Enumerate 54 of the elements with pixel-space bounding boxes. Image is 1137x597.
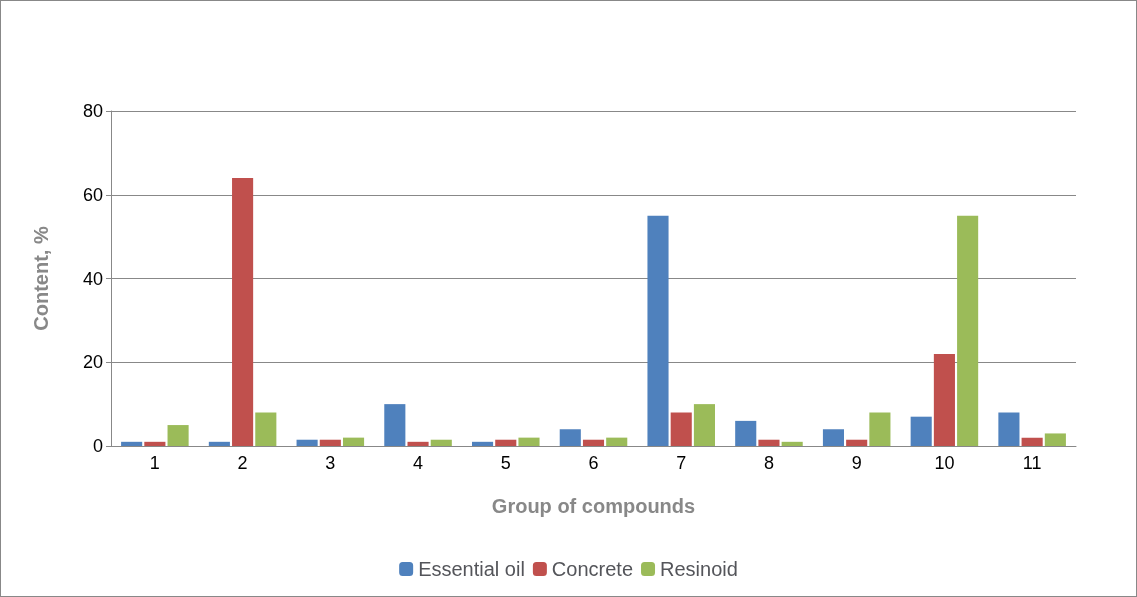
bar bbox=[296, 439, 318, 446]
bar bbox=[518, 437, 540, 446]
bar bbox=[647, 215, 669, 446]
bar bbox=[735, 420, 757, 446]
y-tick-label: 60 bbox=[82, 184, 103, 205]
bar bbox=[342, 437, 365, 446]
y-tick-label: 20 bbox=[82, 352, 103, 373]
bar bbox=[869, 412, 891, 446]
bar bbox=[1044, 433, 1066, 446]
bar bbox=[957, 215, 979, 446]
bar bbox=[472, 441, 494, 446]
x-tick-label: 5 bbox=[500, 453, 511, 473]
bar bbox=[384, 404, 406, 446]
bar bbox=[121, 441, 143, 446]
bar bbox=[232, 178, 254, 446]
bar bbox=[933, 353, 955, 446]
bar bbox=[910, 416, 932, 446]
y-tick-label: 80 bbox=[82, 101, 103, 121]
bar bbox=[758, 439, 780, 446]
bar bbox=[846, 439, 868, 446]
y-tick-label: 0 bbox=[92, 436, 103, 456]
bar bbox=[255, 412, 277, 446]
x-tick-label: 8 bbox=[763, 453, 774, 473]
bar bbox=[582, 439, 605, 446]
bar bbox=[407, 441, 429, 446]
bar bbox=[167, 425, 189, 446]
y-axis-title: Content, % bbox=[30, 226, 52, 331]
x-tick-label: 7 bbox=[676, 453, 687, 473]
x-tick-label: 9 bbox=[851, 453, 862, 473]
x-tick-label: 3 bbox=[325, 453, 336, 473]
bar bbox=[559, 429, 581, 446]
x-tick-label: 11 bbox=[1022, 453, 1042, 473]
x-tick-label: 2 bbox=[237, 453, 248, 473]
bar bbox=[998, 412, 1020, 446]
legend-label: Essential oil bbox=[418, 558, 525, 580]
bar bbox=[430, 439, 452, 446]
bar bbox=[495, 439, 517, 446]
bar bbox=[144, 441, 166, 446]
bar bbox=[670, 412, 692, 446]
legend-label: Resinoid bbox=[660, 558, 738, 580]
x-tick-label: 6 bbox=[588, 453, 599, 473]
bar bbox=[822, 429, 845, 446]
bar bbox=[693, 404, 715, 446]
bar bbox=[781, 441, 803, 446]
bar bbox=[208, 441, 230, 446]
bar bbox=[1021, 437, 1043, 446]
legend-label: Concrete bbox=[551, 558, 634, 580]
x-tick-label: 1 bbox=[149, 453, 160, 473]
y-tick-label: 40 bbox=[82, 268, 103, 289]
x-tick-label: 10 bbox=[934, 453, 955, 473]
bar bbox=[319, 439, 341, 446]
x-tick-label: 4 bbox=[413, 453, 424, 473]
bar bbox=[606, 437, 628, 446]
x-axis-title: Group of compounds bbox=[491, 495, 696, 517]
